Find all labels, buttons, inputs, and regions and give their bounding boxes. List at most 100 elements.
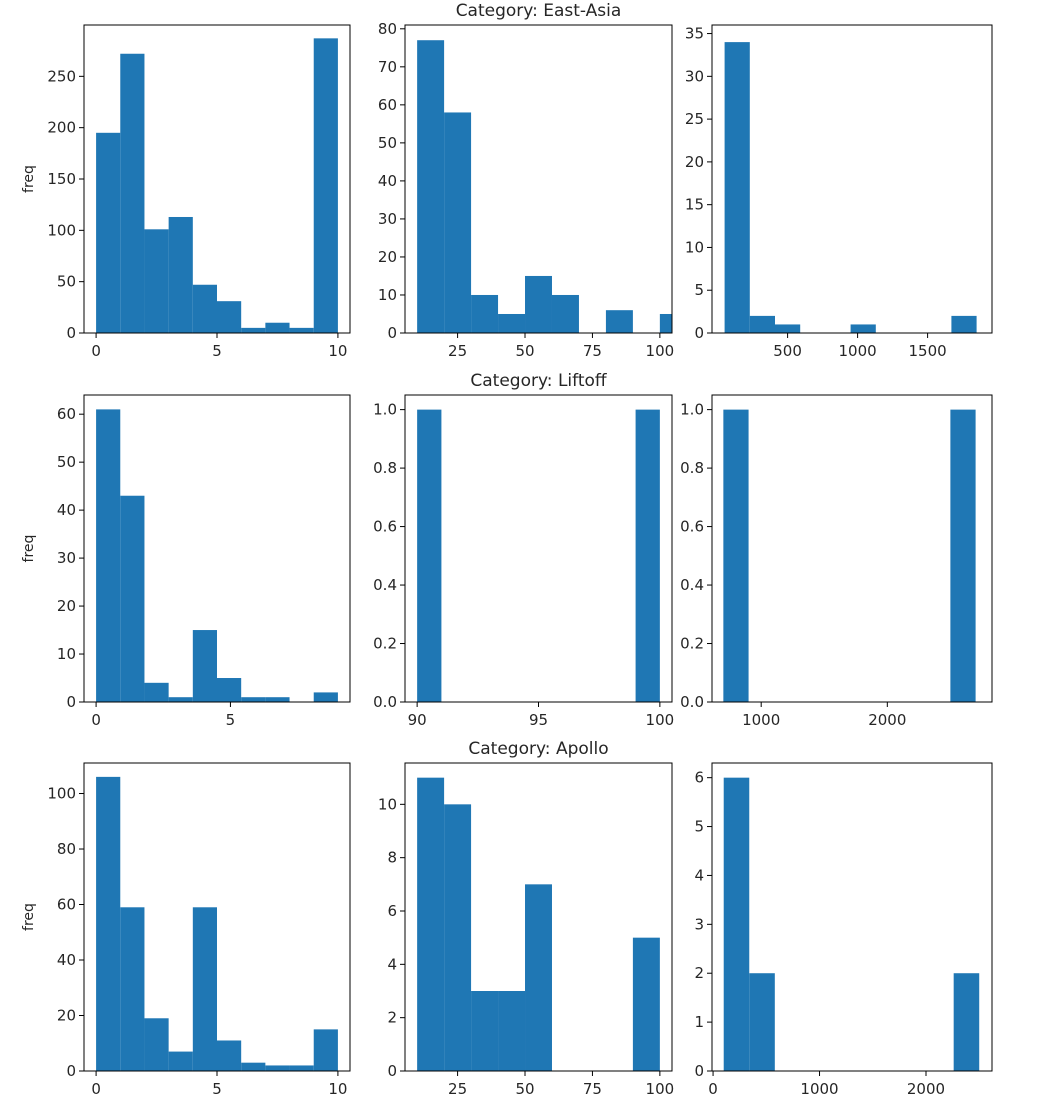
x-tick-label: 1000	[839, 342, 877, 360]
y-tick-label: 100	[47, 785, 76, 803]
y-tick-label: 25	[685, 110, 704, 128]
hist-bar	[96, 409, 121, 702]
y-tick-label: 6	[694, 769, 704, 787]
y-tick-label: 0	[66, 693, 76, 711]
row-title: Category: East-Asia	[456, 1, 622, 21]
row-title: Category: Liftoff	[470, 371, 607, 391]
x-tick-label: 0	[91, 342, 101, 360]
y-tick-label: 50	[57, 453, 76, 471]
hist-bar	[120, 907, 145, 1071]
y-tick-label: 20	[57, 597, 76, 615]
y-tick-label: 35	[685, 25, 704, 43]
y-tick-label: 20	[685, 153, 704, 171]
hist-bar	[289, 327, 314, 333]
hist-bar	[192, 630, 217, 702]
hist-bar	[241, 327, 266, 333]
subplot-1-2: 0 10 20 30 40 50 60 70 80 25 50 75 100	[378, 20, 674, 360]
hist-bar	[417, 409, 442, 702]
hist-bar	[850, 324, 876, 333]
y-tick-label: 5	[694, 818, 704, 836]
axes-frame	[711, 24, 993, 334]
y-axis-label: freq	[21, 903, 37, 931]
y-tick-label: 8	[387, 849, 397, 867]
hist-bar	[953, 973, 980, 1071]
hist-bar	[96, 132, 121, 333]
hist-bar	[217, 301, 242, 333]
hist-bar	[498, 313, 526, 333]
y-tick-label: 0	[387, 1062, 397, 1080]
y-tick-label: 2	[387, 1009, 397, 1027]
y-tick-label: 0.8	[373, 459, 397, 477]
hist-bar	[192, 907, 217, 1071]
y-tick-label: 50	[378, 134, 397, 152]
y-tick-label: 6	[387, 902, 397, 920]
hist-bar	[605, 310, 633, 333]
hist-bar	[724, 42, 750, 333]
hist-bar	[635, 409, 660, 702]
y-axis-label: freq	[21, 165, 37, 193]
y-tick-label: 0.2	[373, 635, 397, 653]
hist-bar	[168, 697, 193, 702]
x-tick-label: 0	[91, 1080, 101, 1098]
axes-frame	[404, 394, 673, 703]
hist-bar	[144, 682, 169, 702]
y-tick-label: 60	[57, 896, 76, 914]
x-tick-label: 100	[646, 711, 675, 729]
hist-bar	[749, 973, 775, 1071]
x-tick-label: 10	[328, 342, 347, 360]
subplot-2-2: 0.0 0.2 0.4 0.6 0.8 1.0 90 95 100	[373, 394, 675, 729]
x-tick-label: 95	[529, 711, 548, 729]
hist-bar	[217, 1040, 242, 1071]
y-tick-label: 0.4	[680, 576, 704, 594]
y-tick-label: 4	[694, 866, 704, 884]
x-tick-label: 2000	[907, 1080, 945, 1098]
y-tick-label: 40	[378, 172, 397, 190]
y-tick-label: 4	[387, 955, 397, 973]
axes-frame	[711, 762, 993, 1072]
hist-bar	[192, 284, 217, 333]
y-tick-label: 80	[378, 20, 397, 38]
y-tick-label: 30	[378, 210, 397, 228]
subplot-3-2: 0 2 4 6 8 10 25 50 75 100	[378, 762, 674, 1098]
y-tick-label: 20	[57, 1007, 76, 1025]
y-tick-label: 100	[47, 221, 76, 239]
y-tick-label: 0.4	[373, 576, 397, 594]
y-tick-label: 40	[57, 951, 76, 969]
y-tick-label: 3	[694, 915, 704, 933]
y-tick-label: 0.0	[680, 693, 704, 711]
hist-bar	[632, 937, 660, 1071]
hist-bar	[525, 275, 552, 333]
x-tick-label: 1000	[800, 1080, 838, 1098]
x-tick-label: 5	[212, 342, 222, 360]
axes-frame	[83, 394, 351, 703]
hist-bar	[659, 313, 672, 333]
x-tick-label: 1000	[742, 711, 780, 729]
x-tick-label: 500	[773, 342, 802, 360]
hist-bar	[498, 991, 526, 1071]
hist-bar	[417, 777, 445, 1071]
hist-bar	[313, 38, 338, 333]
axes-frame	[711, 394, 993, 703]
y-tick-label: 0.2	[680, 635, 704, 653]
hist-bar	[444, 804, 472, 1071]
hist-bar	[265, 697, 290, 702]
hist-bar	[749, 315, 775, 333]
x-tick-label: 10	[328, 1080, 347, 1098]
hist-bar	[471, 991, 499, 1071]
x-tick-label: 75	[583, 1080, 602, 1098]
y-tick-label: 0.0	[373, 693, 397, 711]
x-tick-label: 0	[91, 711, 101, 729]
hist-bar	[241, 697, 266, 702]
hist-bar	[120, 53, 145, 333]
hist-bar	[120, 495, 145, 702]
y-tick-label: 20	[378, 248, 397, 266]
hist-bar	[96, 776, 121, 1071]
subplot-3-3: 0 1 2 3 4 5 6 0 1000 2000	[694, 762, 993, 1098]
axes-frame	[404, 762, 673, 1072]
hist-bar	[723, 409, 749, 702]
y-tick-label: 0.8	[680, 459, 704, 477]
hist-bar	[313, 692, 338, 702]
x-tick-label: 1500	[909, 342, 947, 360]
x-tick-label: 100	[646, 342, 675, 360]
hist-bar	[168, 216, 193, 333]
